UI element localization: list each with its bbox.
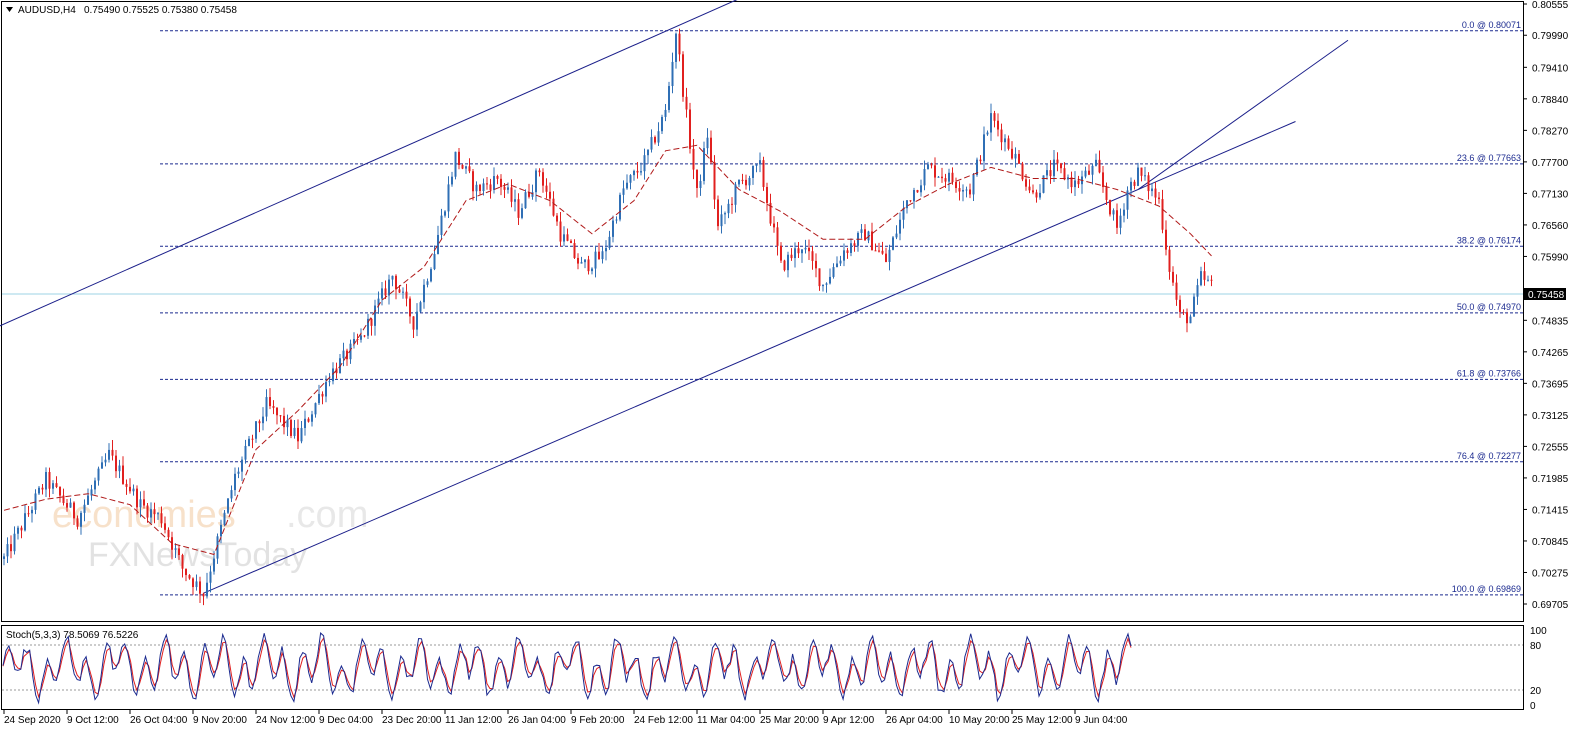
fibo-label: 0.0 @ 0.80071 xyxy=(1462,20,1521,30)
price-tick-label: 0.76560 xyxy=(1532,221,1569,232)
time-tick-label: 9 Oct 12:00 xyxy=(67,715,119,726)
current-price-label: 0.75458 xyxy=(1528,290,1565,301)
price-tick-label: 0.78270 xyxy=(1532,126,1569,137)
stoch-signal-line xyxy=(2,636,1132,699)
price-tick-label: 0.71415 xyxy=(1532,505,1569,516)
moving-average-line xyxy=(3,144,1212,556)
price-tick-label: 0.69705 xyxy=(1532,600,1569,611)
price-tick-label: 0.77130 xyxy=(1532,189,1569,200)
stoch-tick-label: 100 xyxy=(1530,626,1547,637)
time-tick-label: 25 Mar 20:00 xyxy=(760,715,819,726)
current-price-tag: 0.75458 xyxy=(1524,288,1566,301)
price-tick-label: 0.70275 xyxy=(1532,568,1569,579)
stoch-tick-label: 80 xyxy=(1530,641,1542,652)
price-tick-label: 0.75990 xyxy=(1532,252,1569,263)
time-tick-label: 9 Feb 20:00 xyxy=(571,715,625,726)
time-tick-label: 26 Oct 04:00 xyxy=(130,715,188,726)
price-tick-label: 0.70845 xyxy=(1532,537,1569,548)
channel-upper-line xyxy=(0,0,738,327)
chart-header: AUDUSD,H4 0.75490 0.75525 0.75380 0.7545… xyxy=(6,5,237,16)
watermark-dotcom: .com xyxy=(286,494,368,536)
time-tick-label: 11 Jan 12:00 xyxy=(445,715,503,726)
fibonacci-levels: 0.0 @ 0.80071 23.6 @ 0.77663 38.2 @ 0.7617… xyxy=(160,20,1523,596)
price-tick-label: 0.79410 xyxy=(1532,63,1569,74)
time-tick-label: 26 Jan 04:00 xyxy=(508,715,566,726)
price-tick-label: 0.77700 xyxy=(1532,158,1569,169)
time-tick-label: 25 May 12:00 xyxy=(1012,715,1073,726)
price-tick-label: 0.78840 xyxy=(1532,95,1569,106)
stoch-plot-frame xyxy=(1,625,1524,710)
watermark-fxnewstoday: FXNewsToday xyxy=(88,536,307,574)
time-tick-label: 9 Jun 04:00 xyxy=(1075,715,1128,726)
price-tick-label: 0.74265 xyxy=(1532,348,1569,359)
fibo-label: 38.2 @ 0.76174 xyxy=(1457,235,1521,245)
stoch-label: Stoch(5,3,3) 78.5069 76.5226 xyxy=(6,630,139,641)
price-axis: 0.80555 0.79990 0.79410 0.78840 0.78270 0.777… xyxy=(1523,0,1569,611)
fibo-label: 100.0 @ 0.69869 xyxy=(1452,584,1521,594)
price-tick-label: 0.79990 xyxy=(1532,31,1569,42)
time-tick-label: 9 Nov 20:00 xyxy=(193,715,247,726)
channel-parallel-line xyxy=(1137,39,1349,190)
fibo-label: 23.6 @ 0.77663 xyxy=(1457,153,1521,163)
price-tick-label: 0.71985 xyxy=(1532,474,1569,485)
price-tick-label: 0.80555 xyxy=(1532,0,1569,11)
stoch-main-line xyxy=(2,631,1132,705)
stoch-tick-label: 0 xyxy=(1530,701,1536,712)
ohlc-label: 0.75490 0.75525 0.75380 0.75458 xyxy=(84,5,237,16)
channel-lower-line xyxy=(203,121,1296,594)
fibo-label: 50.0 @ 0.74970 xyxy=(1457,302,1521,312)
trend-channel xyxy=(0,0,1349,594)
price-tick-label: 0.72555 xyxy=(1532,442,1569,453)
time-tick-label: 9 Apr 12:00 xyxy=(823,715,875,726)
candlesticks xyxy=(3,28,1213,606)
time-tick-label: 26 Apr 04:00 xyxy=(886,715,943,726)
stoch-axis: 100 80 20 0 xyxy=(1530,626,1547,712)
time-axis: 24 Sep 2020 9 Oct 12:00 26 Oct 04:00 9 Nov … xyxy=(3,710,1128,726)
time-tick-label: 11 Mar 04:00 xyxy=(697,715,756,726)
stochastic-oscillator xyxy=(2,631,1523,705)
time-tick-label: 9 Dec 04:00 xyxy=(319,715,373,726)
fibo-label: 61.8 @ 0.73766 xyxy=(1457,368,1521,378)
time-tick-label: 10 May 20:00 xyxy=(949,715,1010,726)
main-plot-frame xyxy=(1,1,1524,622)
time-tick-label: 23 Dec 20:00 xyxy=(382,715,442,726)
fibo-label: 76.4 @ 0.72277 xyxy=(1457,451,1521,461)
price-tick-label: 0.74835 xyxy=(1532,316,1569,327)
time-tick-label: 24 Sep 2020 xyxy=(4,715,61,726)
time-tick-label: 24 Feb 12:00 xyxy=(634,715,693,726)
price-tick-label: 0.73695 xyxy=(1532,379,1569,390)
time-tick-label: 24 Nov 12:00 xyxy=(256,715,316,726)
price-tick-label: 0.73125 xyxy=(1532,411,1569,422)
collapse-triangle-icon[interactable] xyxy=(6,7,13,12)
symbol-label: AUDUSD,H4 xyxy=(18,5,76,16)
stoch-tick-label: 20 xyxy=(1530,686,1542,697)
